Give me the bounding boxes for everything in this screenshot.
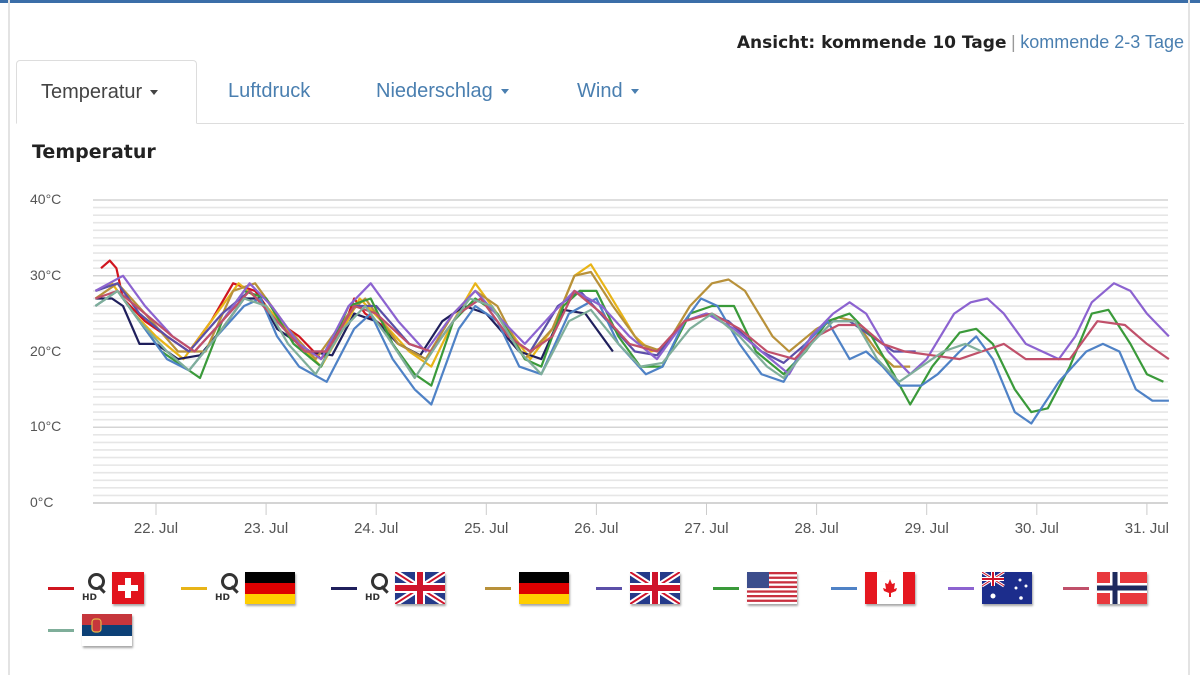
- legend-item-norwegen[interactable]: [1063, 570, 1147, 606]
- flag-uk-icon: [395, 572, 445, 604]
- legend-swatch: [948, 586, 974, 590]
- flag-serbia-icon: [82, 614, 132, 646]
- flag-canada-icon: [865, 572, 915, 604]
- y-tick-label: 10°C: [30, 418, 62, 435]
- tab-label: Niederschlag: [376, 80, 493, 102]
- legend-swatch: [331, 586, 357, 590]
- flag-germany-icon: [519, 572, 569, 604]
- tab-label: Temperatur: [41, 81, 143, 103]
- legend-item-kanada[interactable]: [831, 570, 915, 606]
- legend-item-schweiz-hd[interactable]: HD: [48, 570, 144, 606]
- flag-norway-icon: [1097, 572, 1147, 604]
- flag-australia-icon: [982, 572, 1032, 604]
- view-switch: Ansicht: kommende 10 Tage | kommende 2-3 T…: [737, 32, 1184, 53]
- legend-swatch: [181, 586, 207, 590]
- alt-view-link[interactable]: kommende 2-3 Tage: [1020, 32, 1184, 52]
- x-axis-ticks: [155, 503, 1148, 515]
- tab-niederschlag[interactable]: Niederschlag: [352, 60, 533, 122]
- flag-usa-icon: [747, 572, 797, 604]
- tab-label: Wind: [577, 80, 623, 102]
- x-tick-label: 22. Jul: [133, 520, 179, 537]
- legend-item-uk-hd[interactable]: HD: [331, 570, 445, 606]
- flag-switzerland-icon: [112, 572, 144, 604]
- y-tick-label: 40°C: [30, 191, 62, 207]
- legend-item-australien[interactable]: [948, 570, 1032, 606]
- tab-luftdruck[interactable]: Luftdruck: [204, 60, 334, 122]
- tab-wind[interactable]: Wind: [553, 60, 663, 122]
- caret-down-icon: [150, 90, 159, 96]
- view-label: Ansicht: kommende 10 Tage: [736, 33, 1007, 53]
- x-tick-label: 25. Jul: [464, 520, 509, 537]
- x-tick-label: 30. Jul: [1014, 520, 1059, 537]
- x-tick-label: 31. Jul: [1124, 520, 1169, 537]
- series-line-deutschland-hd[interactable]: [94, 263, 663, 368]
- legend-swatch: [713, 586, 739, 590]
- x-tick-label: 27. Jul: [684, 520, 729, 537]
- y-tick-label: 30°C: [30, 266, 62, 283]
- caret-down-icon: [630, 89, 639, 95]
- x-tick-label: 26. Jul: [574, 520, 619, 537]
- x-tick-label: 29. Jul: [904, 520, 949, 537]
- x-tick-label: 24. Jul: [354, 520, 399, 537]
- hd-magnifier-icon: HD: [215, 571, 241, 605]
- legend-swatch: [48, 628, 74, 632]
- legend-item-usa[interactable]: [713, 570, 797, 606]
- legend-swatch: [48, 586, 74, 590]
- flag-germany-icon: [245, 572, 295, 604]
- series-line-kanada[interactable]: [94, 289, 1169, 425]
- view-separator: |: [1010, 33, 1017, 53]
- legend-item-deutschland-hd[interactable]: HD: [181, 570, 295, 606]
- series-line-serbien[interactable]: [94, 289, 983, 383]
- legend-swatch: [831, 586, 857, 590]
- legend-swatch: [1063, 586, 1089, 590]
- top-accent-bar: [0, 0, 1200, 3]
- tab-temperatur[interactable]: Temperatur: [16, 60, 197, 124]
- legend-swatch: [596, 586, 622, 590]
- tab-label: Luftdruck: [228, 80, 311, 102]
- hd-magnifier-icon: HD: [82, 571, 108, 605]
- flag-uk-icon: [630, 572, 680, 604]
- legend-swatch: [485, 586, 511, 590]
- x-tick-label: 28. Jul: [794, 520, 839, 537]
- tab-bar: Temperatur Luftdruck Niederschlag Wind: [16, 60, 1184, 124]
- panel-frame: [8, 0, 1190, 675]
- y-tick-label: 20°C: [30, 342, 62, 359]
- legend-item-serbien[interactable]: [48, 612, 132, 648]
- caret-down-icon: [500, 89, 509, 95]
- chart-series: [94, 259, 1170, 425]
- temperature-chart: [93, 199, 1170, 515]
- chart-title: Temperatur: [32, 141, 156, 163]
- series-line-norwegen[interactable]: [95, 289, 1170, 361]
- y-tick-label: 0°C: [30, 494, 54, 510]
- hd-magnifier-icon: HD: [365, 571, 391, 605]
- legend-item-deutschland[interactable]: [485, 570, 569, 606]
- x-tick-label: 23. Jul: [243, 520, 289, 537]
- legend-item-uk[interactable]: [596, 570, 680, 606]
